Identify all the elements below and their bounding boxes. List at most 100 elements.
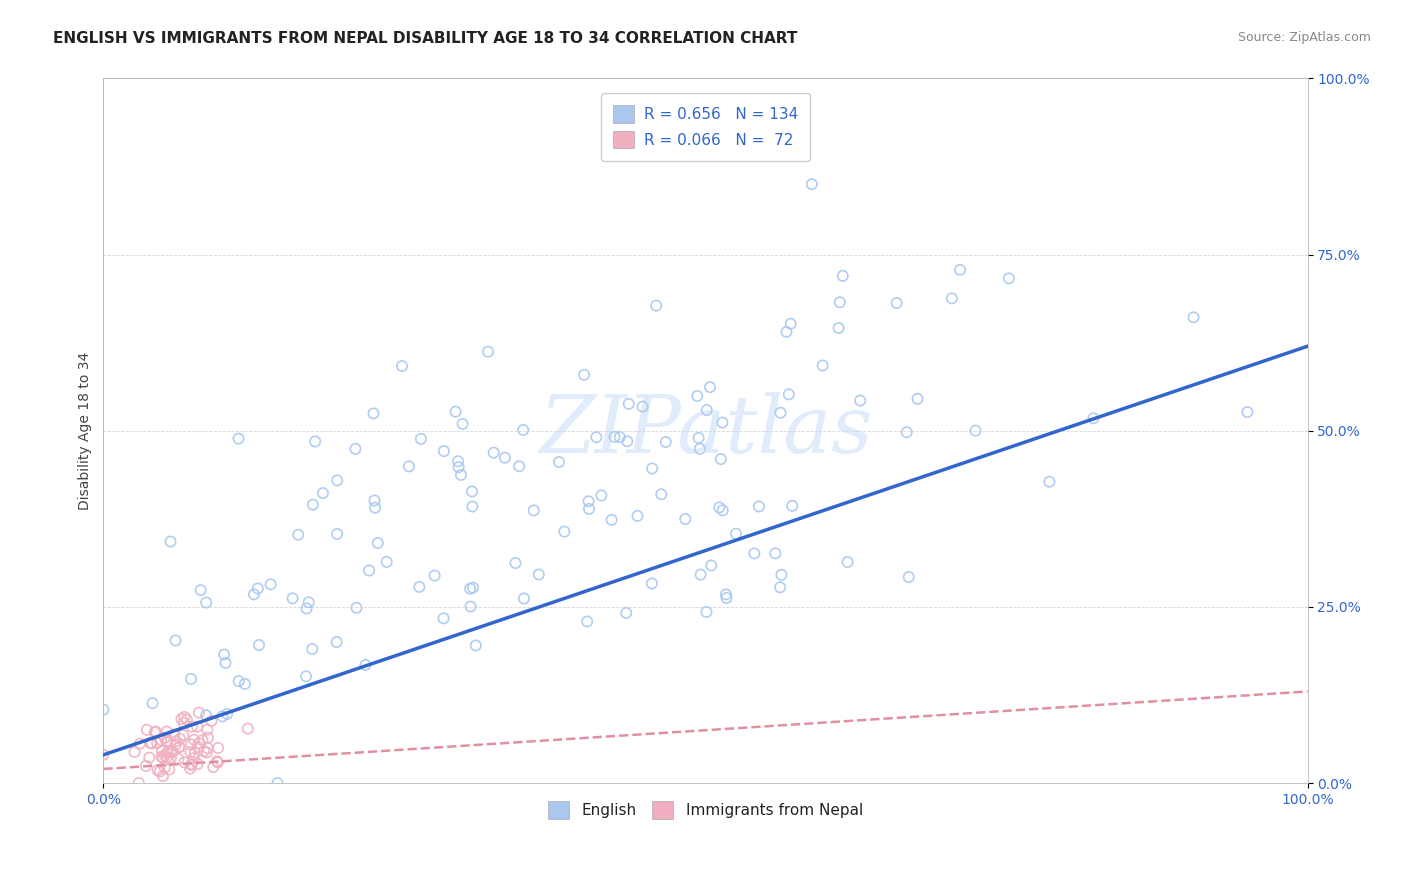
Point bbox=[298, 595, 321, 609]
Point bbox=[266, 776, 288, 790]
Point bbox=[1038, 475, 1060, 489]
Point bbox=[183, 751, 205, 765]
Point bbox=[149, 764, 172, 779]
Point bbox=[363, 493, 385, 508]
Point bbox=[548, 455, 571, 469]
Point bbox=[205, 754, 228, 768]
Point bbox=[626, 508, 648, 523]
Point bbox=[152, 751, 174, 765]
Point bbox=[156, 746, 179, 760]
Point bbox=[156, 724, 179, 739]
Point bbox=[173, 756, 195, 770]
Point bbox=[849, 393, 872, 408]
Point bbox=[631, 400, 654, 414]
Point bbox=[326, 474, 349, 488]
Point bbox=[197, 741, 219, 756]
Point bbox=[281, 591, 304, 606]
Point bbox=[800, 177, 823, 191]
Point bbox=[641, 576, 664, 591]
Point bbox=[423, 568, 446, 582]
Point bbox=[444, 404, 467, 418]
Point bbox=[742, 546, 765, 560]
Point bbox=[572, 368, 595, 382]
Point bbox=[259, 577, 281, 591]
Point bbox=[617, 397, 640, 411]
Point bbox=[180, 745, 202, 759]
Point bbox=[152, 769, 174, 783]
Point bbox=[461, 484, 484, 499]
Point bbox=[135, 723, 157, 737]
Point bbox=[169, 740, 191, 755]
Point bbox=[886, 296, 908, 310]
Point bbox=[195, 708, 218, 723]
Point bbox=[650, 487, 672, 501]
Point bbox=[163, 727, 186, 741]
Point bbox=[228, 674, 250, 689]
Point bbox=[190, 583, 212, 598]
Point bbox=[143, 725, 166, 739]
Point bbox=[523, 503, 546, 517]
Point bbox=[202, 760, 225, 774]
Point bbox=[195, 595, 218, 609]
Point bbox=[180, 738, 202, 752]
Point bbox=[165, 734, 187, 748]
Point bbox=[769, 580, 792, 594]
Point bbox=[508, 459, 530, 474]
Point bbox=[159, 534, 181, 549]
Point bbox=[128, 737, 150, 751]
Point bbox=[141, 696, 163, 710]
Point bbox=[710, 452, 733, 467]
Point bbox=[181, 720, 204, 734]
Point bbox=[464, 639, 486, 653]
Point bbox=[513, 591, 536, 606]
Point bbox=[197, 731, 219, 745]
Point bbox=[186, 720, 208, 734]
Point bbox=[778, 387, 800, 401]
Point bbox=[124, 745, 146, 759]
Point bbox=[187, 740, 209, 755]
Point bbox=[432, 611, 454, 625]
Point bbox=[451, 417, 474, 431]
Point bbox=[460, 599, 482, 614]
Point bbox=[302, 498, 325, 512]
Point bbox=[193, 744, 215, 758]
Point bbox=[831, 268, 853, 283]
Point bbox=[156, 735, 179, 749]
Point bbox=[645, 299, 668, 313]
Point bbox=[233, 677, 256, 691]
Point bbox=[614, 606, 637, 620]
Point bbox=[600, 513, 623, 527]
Point bbox=[153, 748, 176, 763]
Point bbox=[603, 430, 626, 444]
Point bbox=[770, 567, 793, 582]
Point bbox=[207, 740, 229, 755]
Point bbox=[138, 750, 160, 764]
Point bbox=[367, 536, 389, 550]
Point bbox=[156, 733, 179, 747]
Point bbox=[195, 723, 218, 737]
Point bbox=[641, 461, 664, 475]
Point bbox=[907, 392, 929, 406]
Point bbox=[763, 546, 786, 560]
Point bbox=[827, 321, 849, 335]
Point bbox=[409, 432, 432, 446]
Point bbox=[748, 500, 770, 514]
Point bbox=[247, 638, 270, 652]
Point bbox=[150, 733, 173, 747]
Point bbox=[450, 467, 472, 482]
Point bbox=[295, 669, 318, 683]
Point bbox=[93, 703, 115, 717]
Point bbox=[949, 263, 972, 277]
Point bbox=[828, 295, 851, 310]
Point bbox=[477, 344, 499, 359]
Point bbox=[714, 587, 737, 601]
Point bbox=[447, 460, 470, 475]
Point bbox=[153, 731, 176, 745]
Point bbox=[494, 450, 516, 465]
Point bbox=[184, 746, 207, 760]
Point bbox=[354, 657, 377, 672]
Point bbox=[146, 736, 169, 750]
Y-axis label: Disability Age 18 to 34: Disability Age 18 to 34 bbox=[79, 351, 93, 510]
Point bbox=[165, 633, 187, 648]
Point bbox=[183, 732, 205, 747]
